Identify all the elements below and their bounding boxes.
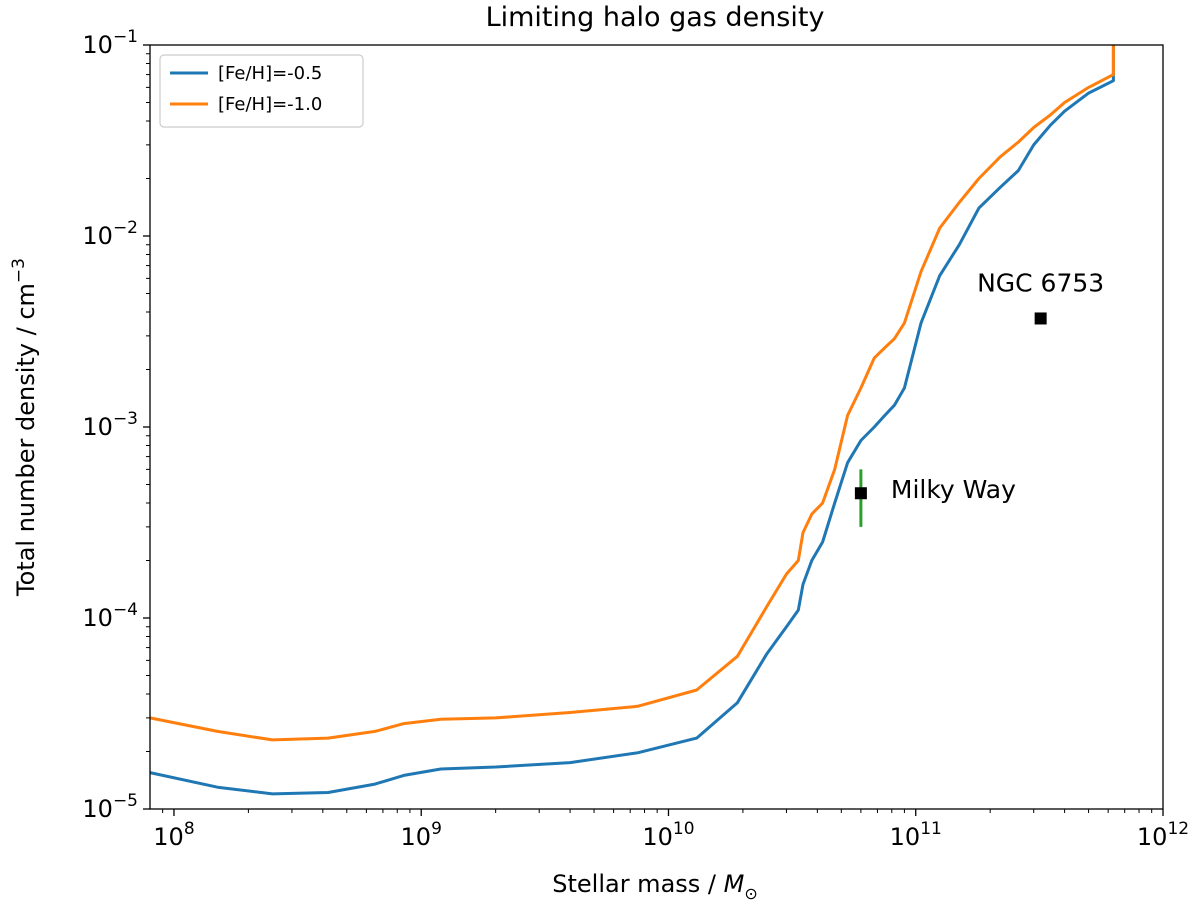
legend: [Fe/H]=-0.5 [Fe/H]=-1.0 [159, 54, 364, 128]
legend-box [159, 54, 364, 128]
point-marker-0 [854, 487, 867, 500]
y-axis-label-superscript: −3 [9, 258, 29, 283]
legend-label-series-0: [Fe/H]=-0.5 [218, 63, 322, 84]
x-tick-label-3: 1011 [890, 819, 942, 851]
series-line-0 [149, 45, 1115, 796]
point-label-0: Milky Way [891, 475, 1016, 504]
x-tick-label-4: 1012 [1137, 819, 1189, 851]
point-marker-1 [1034, 312, 1047, 325]
x-axis-label-symbol: M [724, 870, 745, 898]
x-tick-label-1: 109 [401, 819, 442, 851]
y-tick-label-1: 10−4 [82, 600, 138, 632]
y-tick-label-4: 10−1 [82, 27, 138, 59]
legend-label-series-1: [Fe/H]=-1.0 [218, 94, 322, 115]
chart-title: Limiting halo gas density [486, 2, 825, 33]
x-axis-label-subscript: ⊙ [744, 884, 757, 903]
y-axis-label: Total number density / cm−3 [9, 258, 40, 597]
y-axis-ticks: 10−5 10−4 10−3 10−2 10−1 [82, 27, 150, 823]
point-label-1: NGC 6753 [977, 268, 1104, 297]
x-tick-label-0: 108 [153, 819, 194, 851]
x-axis-label-text: Stellar mass / [552, 870, 723, 898]
series-line-1 [149, 45, 1115, 742]
plot-frame [149, 44, 1164, 810]
x-axis-ticks: 108 109 1010 1011 1012 [153, 809, 1189, 851]
y-tick-label-0: 10−5 [82, 791, 138, 823]
y-tick-label-2: 10−3 [82, 409, 138, 441]
series-layer [149, 45, 1115, 796]
x-axis-label: Stellar mass / M⊙ [552, 870, 758, 903]
x-tick-label-2: 1010 [642, 819, 694, 851]
y-axis-label-text: Total number density / cm [12, 283, 40, 597]
y-tick-label-3: 10−2 [82, 218, 138, 250]
points-layer: Milky Way NGC 6753 [854, 268, 1104, 527]
